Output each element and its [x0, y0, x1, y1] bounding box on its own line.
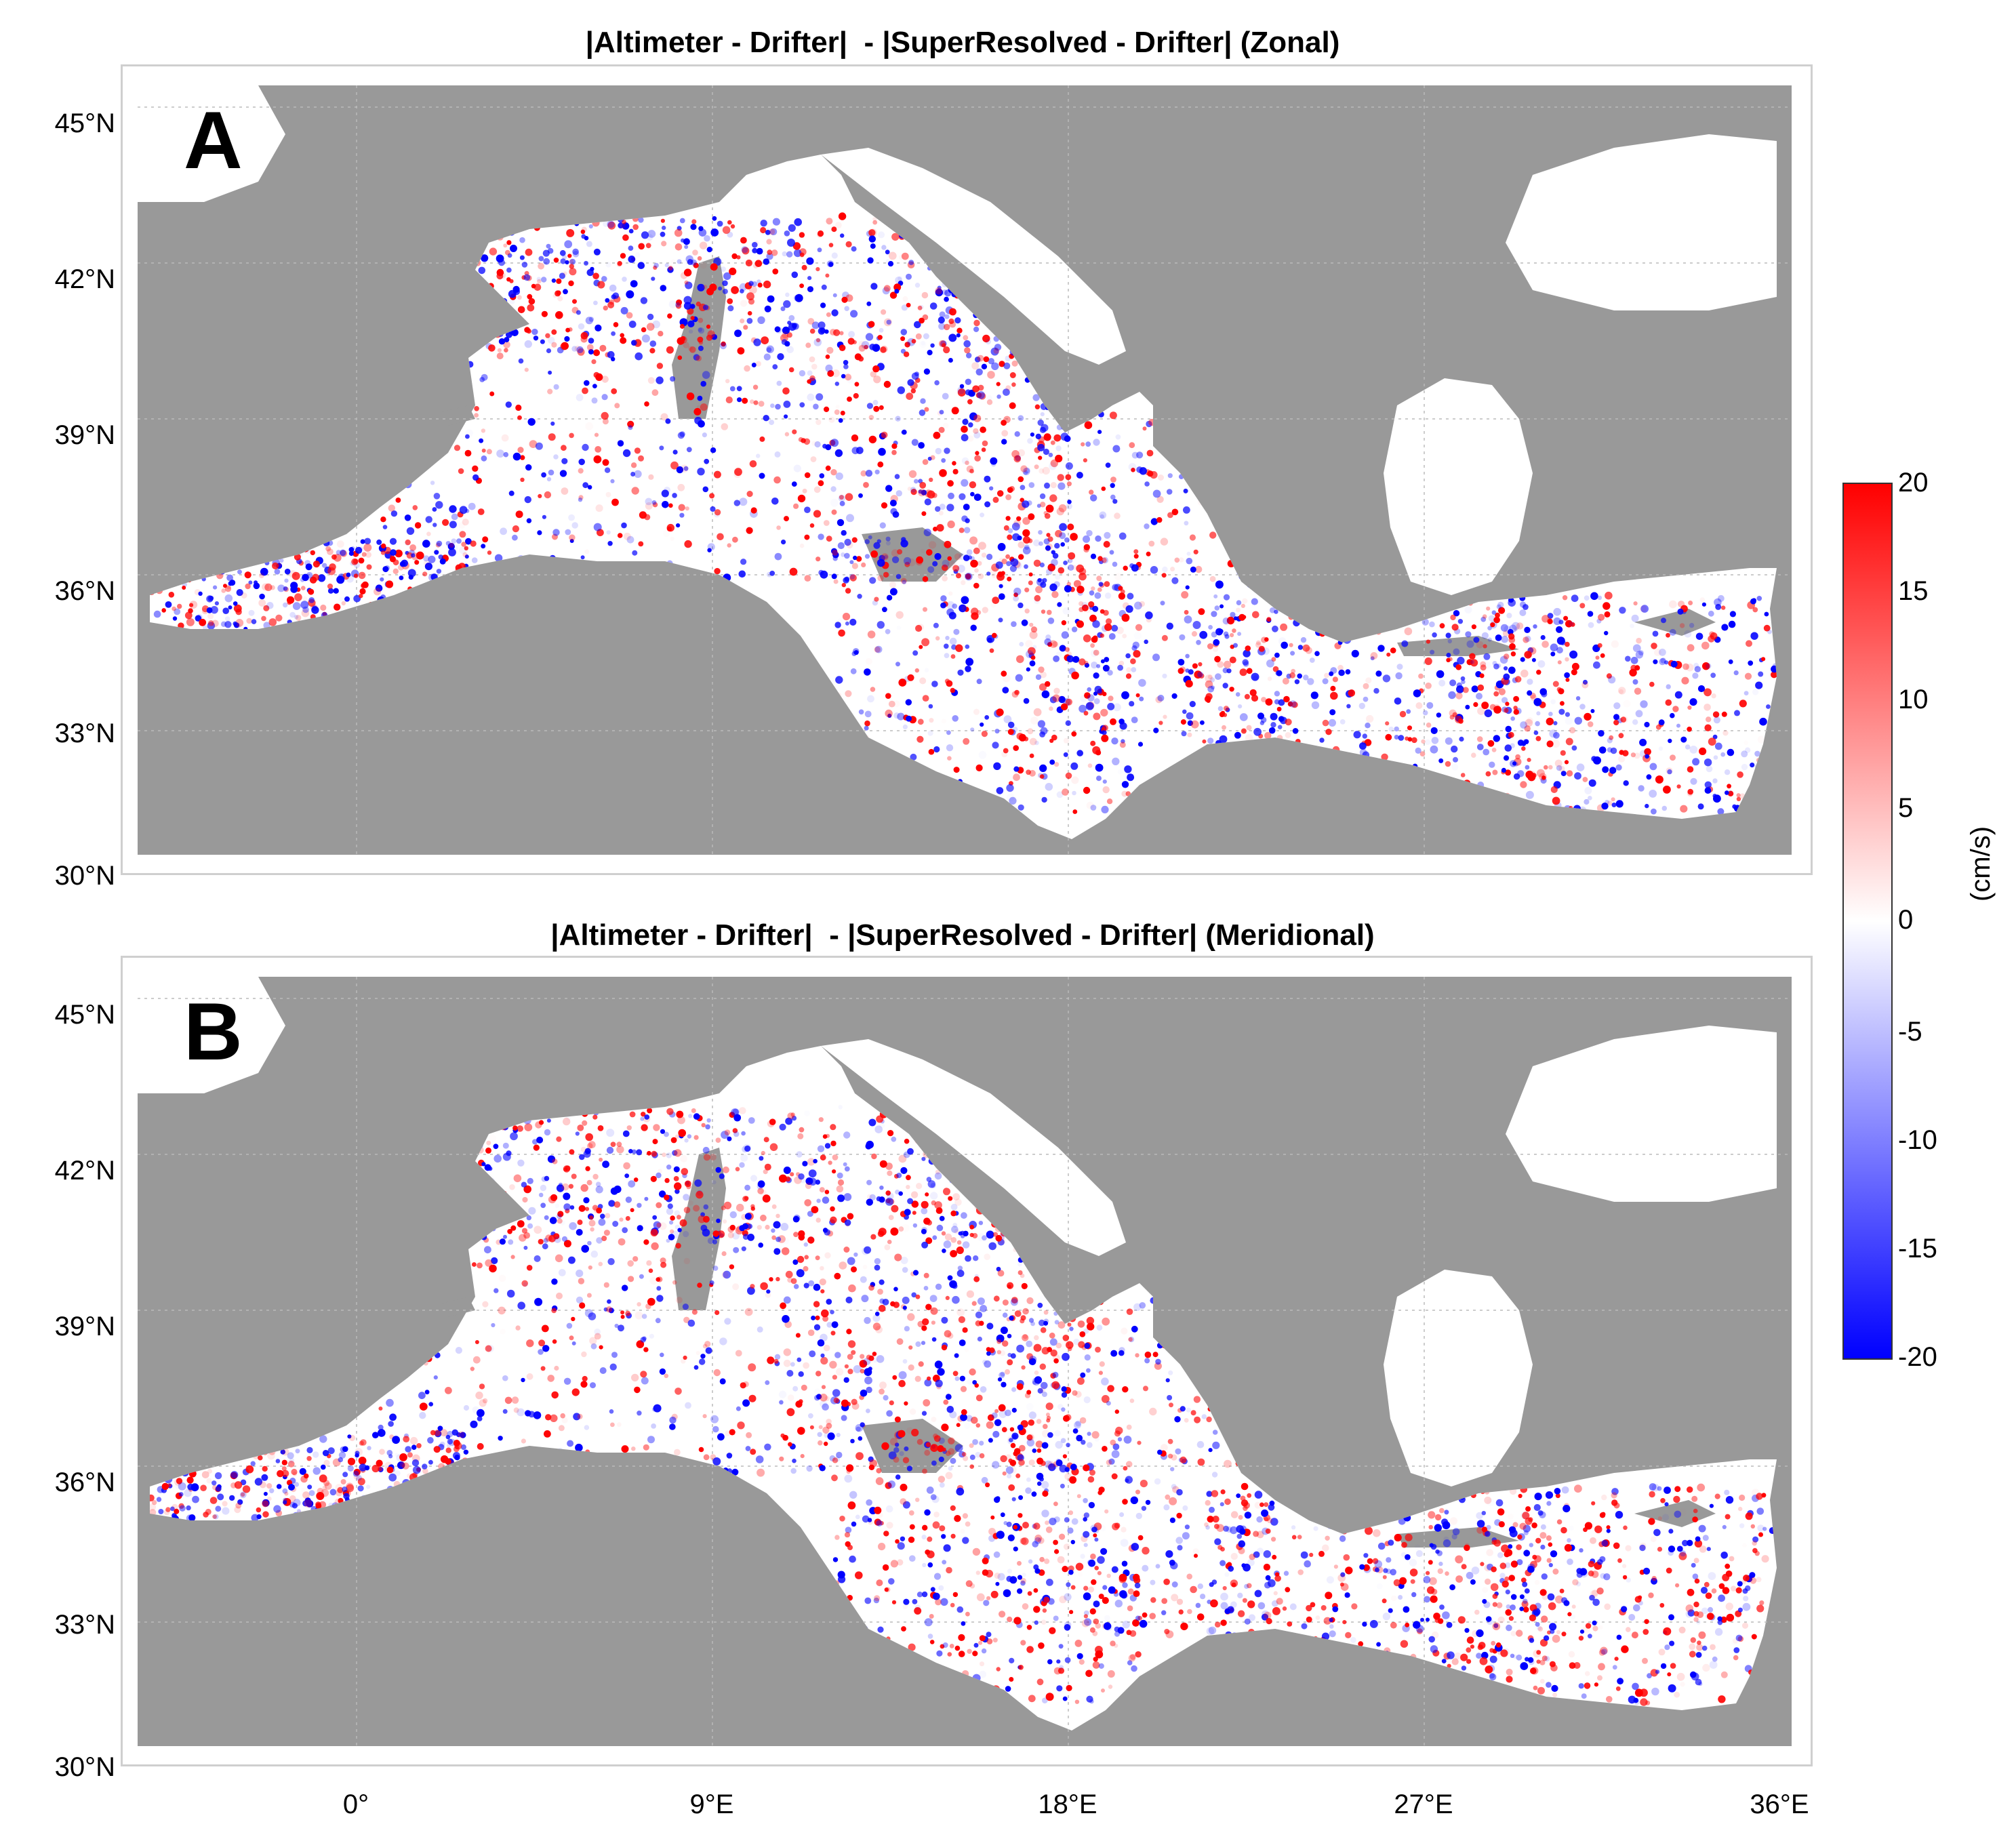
- aegean-sea: [1384, 378, 1533, 595]
- colorbar-gradient: [1844, 484, 1891, 1358]
- panel-b-title: |Altimeter - Drifter| - |SuperResolved -…: [550, 918, 1375, 952]
- colorbar-unit: (cm/s): [1966, 826, 1996, 902]
- lat-tick: 45°N: [54, 1000, 115, 1030]
- lat-tick: 39°N: [54, 1312, 115, 1341]
- lat-tick: 39°N: [54, 420, 115, 450]
- lat-tick: 36°N: [54, 1468, 115, 1497]
- colorbar-tick: -5: [1898, 1017, 1922, 1047]
- map-b-canvas: [138, 977, 1792, 1746]
- map-a-canvas: [138, 85, 1792, 855]
- colorbar-tick: -15: [1898, 1234, 1937, 1263]
- colorbar-tick: 10: [1898, 685, 1929, 714]
- balearic-islands: [441, 1297, 475, 1317]
- black-sea: [1506, 1026, 1777, 1202]
- lat-tick: 42°N: [54, 264, 115, 294]
- atlantic-corner: [138, 85, 285, 202]
- atlantic-corner: [138, 977, 285, 1093]
- colorbar-tick: 15: [1898, 576, 1929, 606]
- map-panel-b: B: [121, 956, 1813, 1766]
- lat-tick: 36°N: [54, 576, 115, 606]
- sicily: [862, 1419, 963, 1473]
- lon-tick: 9°E: [689, 1789, 734, 1819]
- colorbar-tick: 20: [1898, 468, 1929, 498]
- colorbar-tick: -10: [1898, 1125, 1937, 1155]
- black-sea: [1506, 134, 1777, 310]
- colorbar: [1842, 483, 1893, 1360]
- colorbar-tick: 5: [1898, 793, 1914, 823]
- adriatic-sea: [821, 148, 1126, 365]
- lat-tick: 42°N: [54, 1156, 115, 1186]
- lon-tick: 27°E: [1394, 1789, 1453, 1819]
- cyprus: [1634, 609, 1716, 636]
- colorbar-tick: -20: [1898, 1342, 1937, 1372]
- lat-tick: 30°N: [54, 1752, 115, 1782]
- lat-tick: 45°N: [54, 108, 115, 138]
- aegean-sea: [1384, 1270, 1533, 1486]
- panel-a-label: A: [184, 95, 243, 186]
- map-panel-a: A: [121, 64, 1813, 875]
- lon-tick: 0°: [342, 1789, 369, 1819]
- colorbar-tick: 0: [1898, 905, 1914, 935]
- lat-tick: 33°N: [54, 719, 115, 748]
- balearic-islands: [441, 405, 475, 426]
- lat-tick: 30°N: [54, 861, 115, 891]
- lon-tick: 18°E: [1038, 1789, 1097, 1819]
- lat-tick: 33°N: [54, 1610, 115, 1640]
- adriatic-sea: [821, 1039, 1126, 1256]
- panel-b-label: B: [184, 986, 243, 1077]
- lon-tick: 36°E: [1750, 1789, 1809, 1819]
- panel-a-title: |Altimeter - Drifter| - |SuperResolved -…: [585, 26, 1340, 59]
